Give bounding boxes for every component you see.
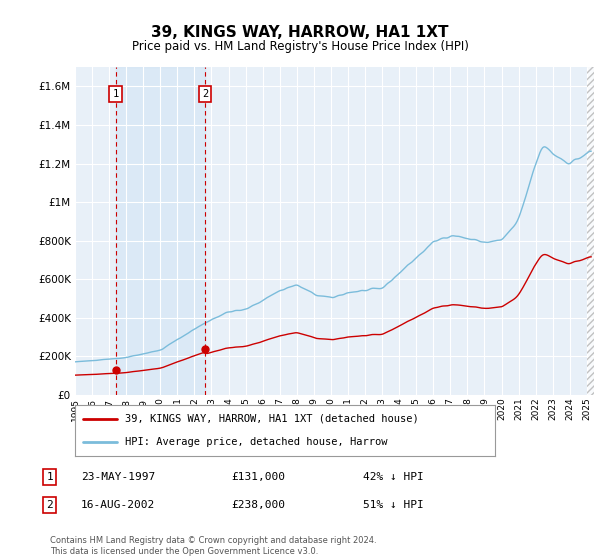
Text: 42% ↓ HPI: 42% ↓ HPI [363, 472, 424, 482]
Text: 51% ↓ HPI: 51% ↓ HPI [363, 500, 424, 510]
Text: 1: 1 [112, 89, 119, 99]
Text: Contains HM Land Registry data © Crown copyright and database right 2024.
This d: Contains HM Land Registry data © Crown c… [50, 536, 376, 556]
Text: 2: 2 [202, 89, 208, 99]
Bar [587, 67, 594, 395]
Text: £131,000: £131,000 [231, 472, 285, 482]
Text: 16-AUG-2002: 16-AUG-2002 [81, 500, 155, 510]
Text: 2: 2 [46, 500, 53, 510]
Bar [116, 67, 205, 395]
Text: 1: 1 [46, 472, 53, 482]
Text: HPI: Average price, detached house, Harrow: HPI: Average price, detached house, Harr… [125, 437, 388, 447]
Text: 39, KINGS WAY, HARROW, HA1 1XT: 39, KINGS WAY, HARROW, HA1 1XT [151, 25, 449, 40]
Text: Price paid vs. HM Land Registry's House Price Index (HPI): Price paid vs. HM Land Registry's House … [131, 40, 469, 53]
Text: 39, KINGS WAY, HARROW, HA1 1XT (detached house): 39, KINGS WAY, HARROW, HA1 1XT (detached… [125, 414, 419, 424]
Text: £238,000: £238,000 [231, 500, 285, 510]
Text: 23-MAY-1997: 23-MAY-1997 [81, 472, 155, 482]
